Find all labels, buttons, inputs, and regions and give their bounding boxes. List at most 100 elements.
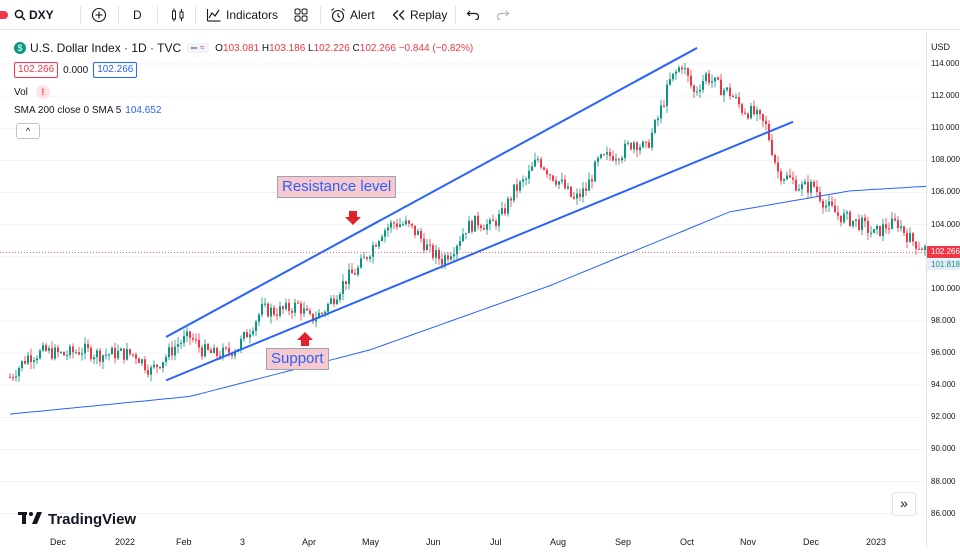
candle-body (777, 162, 779, 172)
candle-body (363, 257, 365, 259)
candle-body (255, 321, 257, 331)
candle-body (651, 132, 653, 148)
candle-body (837, 212, 839, 216)
candle-body (180, 343, 182, 345)
alert-button[interactable]: Alert (330, 0, 375, 30)
price-axis[interactable]: USD 114.000 112.000 110.000 108.000 106.000 1… (926, 31, 960, 547)
candle-body (540, 159, 542, 168)
candle-body (624, 143, 626, 158)
candle-body (195, 339, 197, 341)
candle-body (276, 314, 278, 316)
indicators-icon (206, 7, 222, 23)
candle-body (141, 359, 143, 364)
candle-body (375, 245, 377, 247)
candle-body (33, 360, 35, 362)
candle-body (333, 298, 335, 305)
candle-body (21, 360, 23, 369)
candle-body (708, 73, 710, 83)
price-tick-label: 104.000 (931, 219, 960, 229)
candle-body (891, 218, 893, 229)
candle-body (882, 224, 884, 236)
candle-body (42, 345, 44, 351)
compare-symbol-button[interactable] (91, 0, 107, 30)
candle-body (591, 179, 593, 182)
candle-body (789, 175, 791, 178)
price-tick-label: 112.000 (931, 91, 960, 101)
candle-body (588, 179, 590, 191)
price-tick-label: 98.000 (931, 315, 956, 325)
candle-body (711, 81, 713, 83)
candle-body (72, 346, 74, 353)
candle-body (501, 208, 503, 215)
candle-body (174, 346, 176, 356)
indicators-button[interactable]: Indicators (206, 0, 278, 30)
candle-body (606, 152, 608, 155)
replay-button[interactable]: Replay (392, 0, 447, 30)
templates-button[interactable] (293, 0, 309, 30)
candle-body (582, 188, 584, 197)
candle-body (267, 303, 269, 317)
candle-body (648, 142, 650, 148)
candle-body (318, 312, 320, 319)
candle-body (99, 350, 101, 362)
candle-body (687, 68, 689, 76)
candle-body (660, 105, 662, 119)
symbol-search-button[interactable]: DXY (14, 0, 54, 30)
candle-body (759, 109, 761, 115)
ohlc-values: O103.081 H103.186 L102.226 C102.266 −0.8… (215, 42, 474, 54)
resistance-label[interactable]: Resistance level (277, 176, 397, 198)
candle-body (753, 105, 755, 115)
grid-icon (293, 7, 309, 23)
candle-body (483, 228, 485, 230)
support-label[interactable]: Support (266, 348, 329, 370)
currency-label: USD (931, 42, 951, 52)
candle-body (645, 141, 647, 143)
undo-button[interactable] (466, 0, 480, 30)
candle-body (60, 351, 62, 353)
candle-body (111, 347, 113, 355)
candle-body (387, 227, 389, 231)
legend-collapse-button[interactable]: ^ (16, 123, 40, 139)
symbol-logo-icon: $ (14, 42, 26, 54)
candle-body (438, 250, 440, 260)
candle-body (630, 142, 632, 150)
candle-body (24, 360, 26, 364)
candle-body (867, 221, 869, 233)
candle-body (618, 159, 620, 161)
candle-body (474, 215, 476, 232)
candle-body (432, 245, 434, 258)
buy-price-box[interactable]: 102.266 (93, 62, 138, 78)
scroll-to-realtime-button[interactable]: » (892, 492, 916, 516)
candle-body (807, 181, 809, 193)
candle-body (570, 186, 572, 197)
candle-body (549, 174, 551, 176)
price-chart[interactable] (0, 31, 932, 547)
candle-body (348, 269, 350, 285)
candle-body (696, 91, 698, 93)
candle-body (861, 217, 863, 230)
candle-body (429, 244, 431, 246)
candle-body (705, 73, 707, 82)
sell-price-box[interactable]: 102.266 (14, 62, 59, 78)
candle-body (735, 97, 737, 99)
time-tick-label: Jul (490, 537, 502, 547)
candle-body (426, 244, 428, 251)
candle-body (786, 175, 788, 180)
chart-pane[interactable] (0, 31, 932, 547)
candle-body (525, 178, 527, 180)
candle-body (762, 114, 764, 121)
hide-eye-icon[interactable]: ≈ (187, 43, 210, 53)
candle-body (30, 355, 32, 362)
chart-type-button[interactable] (170, 0, 186, 30)
time-tick-label: 2022 (115, 537, 136, 547)
redo-button[interactable] (496, 0, 510, 30)
candle-body (372, 245, 374, 257)
candle-body (918, 248, 920, 250)
warning-icon[interactable]: ! (35, 85, 50, 99)
candle-body (135, 354, 137, 359)
candle-body (723, 90, 725, 96)
candle-body (63, 351, 65, 356)
time-axis[interactable]: Dec 2022 Feb 3 Apr May Jun Jul Aug Sep Oct Nov Dec 20… (0, 536, 926, 547)
candle-body (345, 281, 347, 285)
interval-button[interactable]: D (133, 0, 142, 30)
